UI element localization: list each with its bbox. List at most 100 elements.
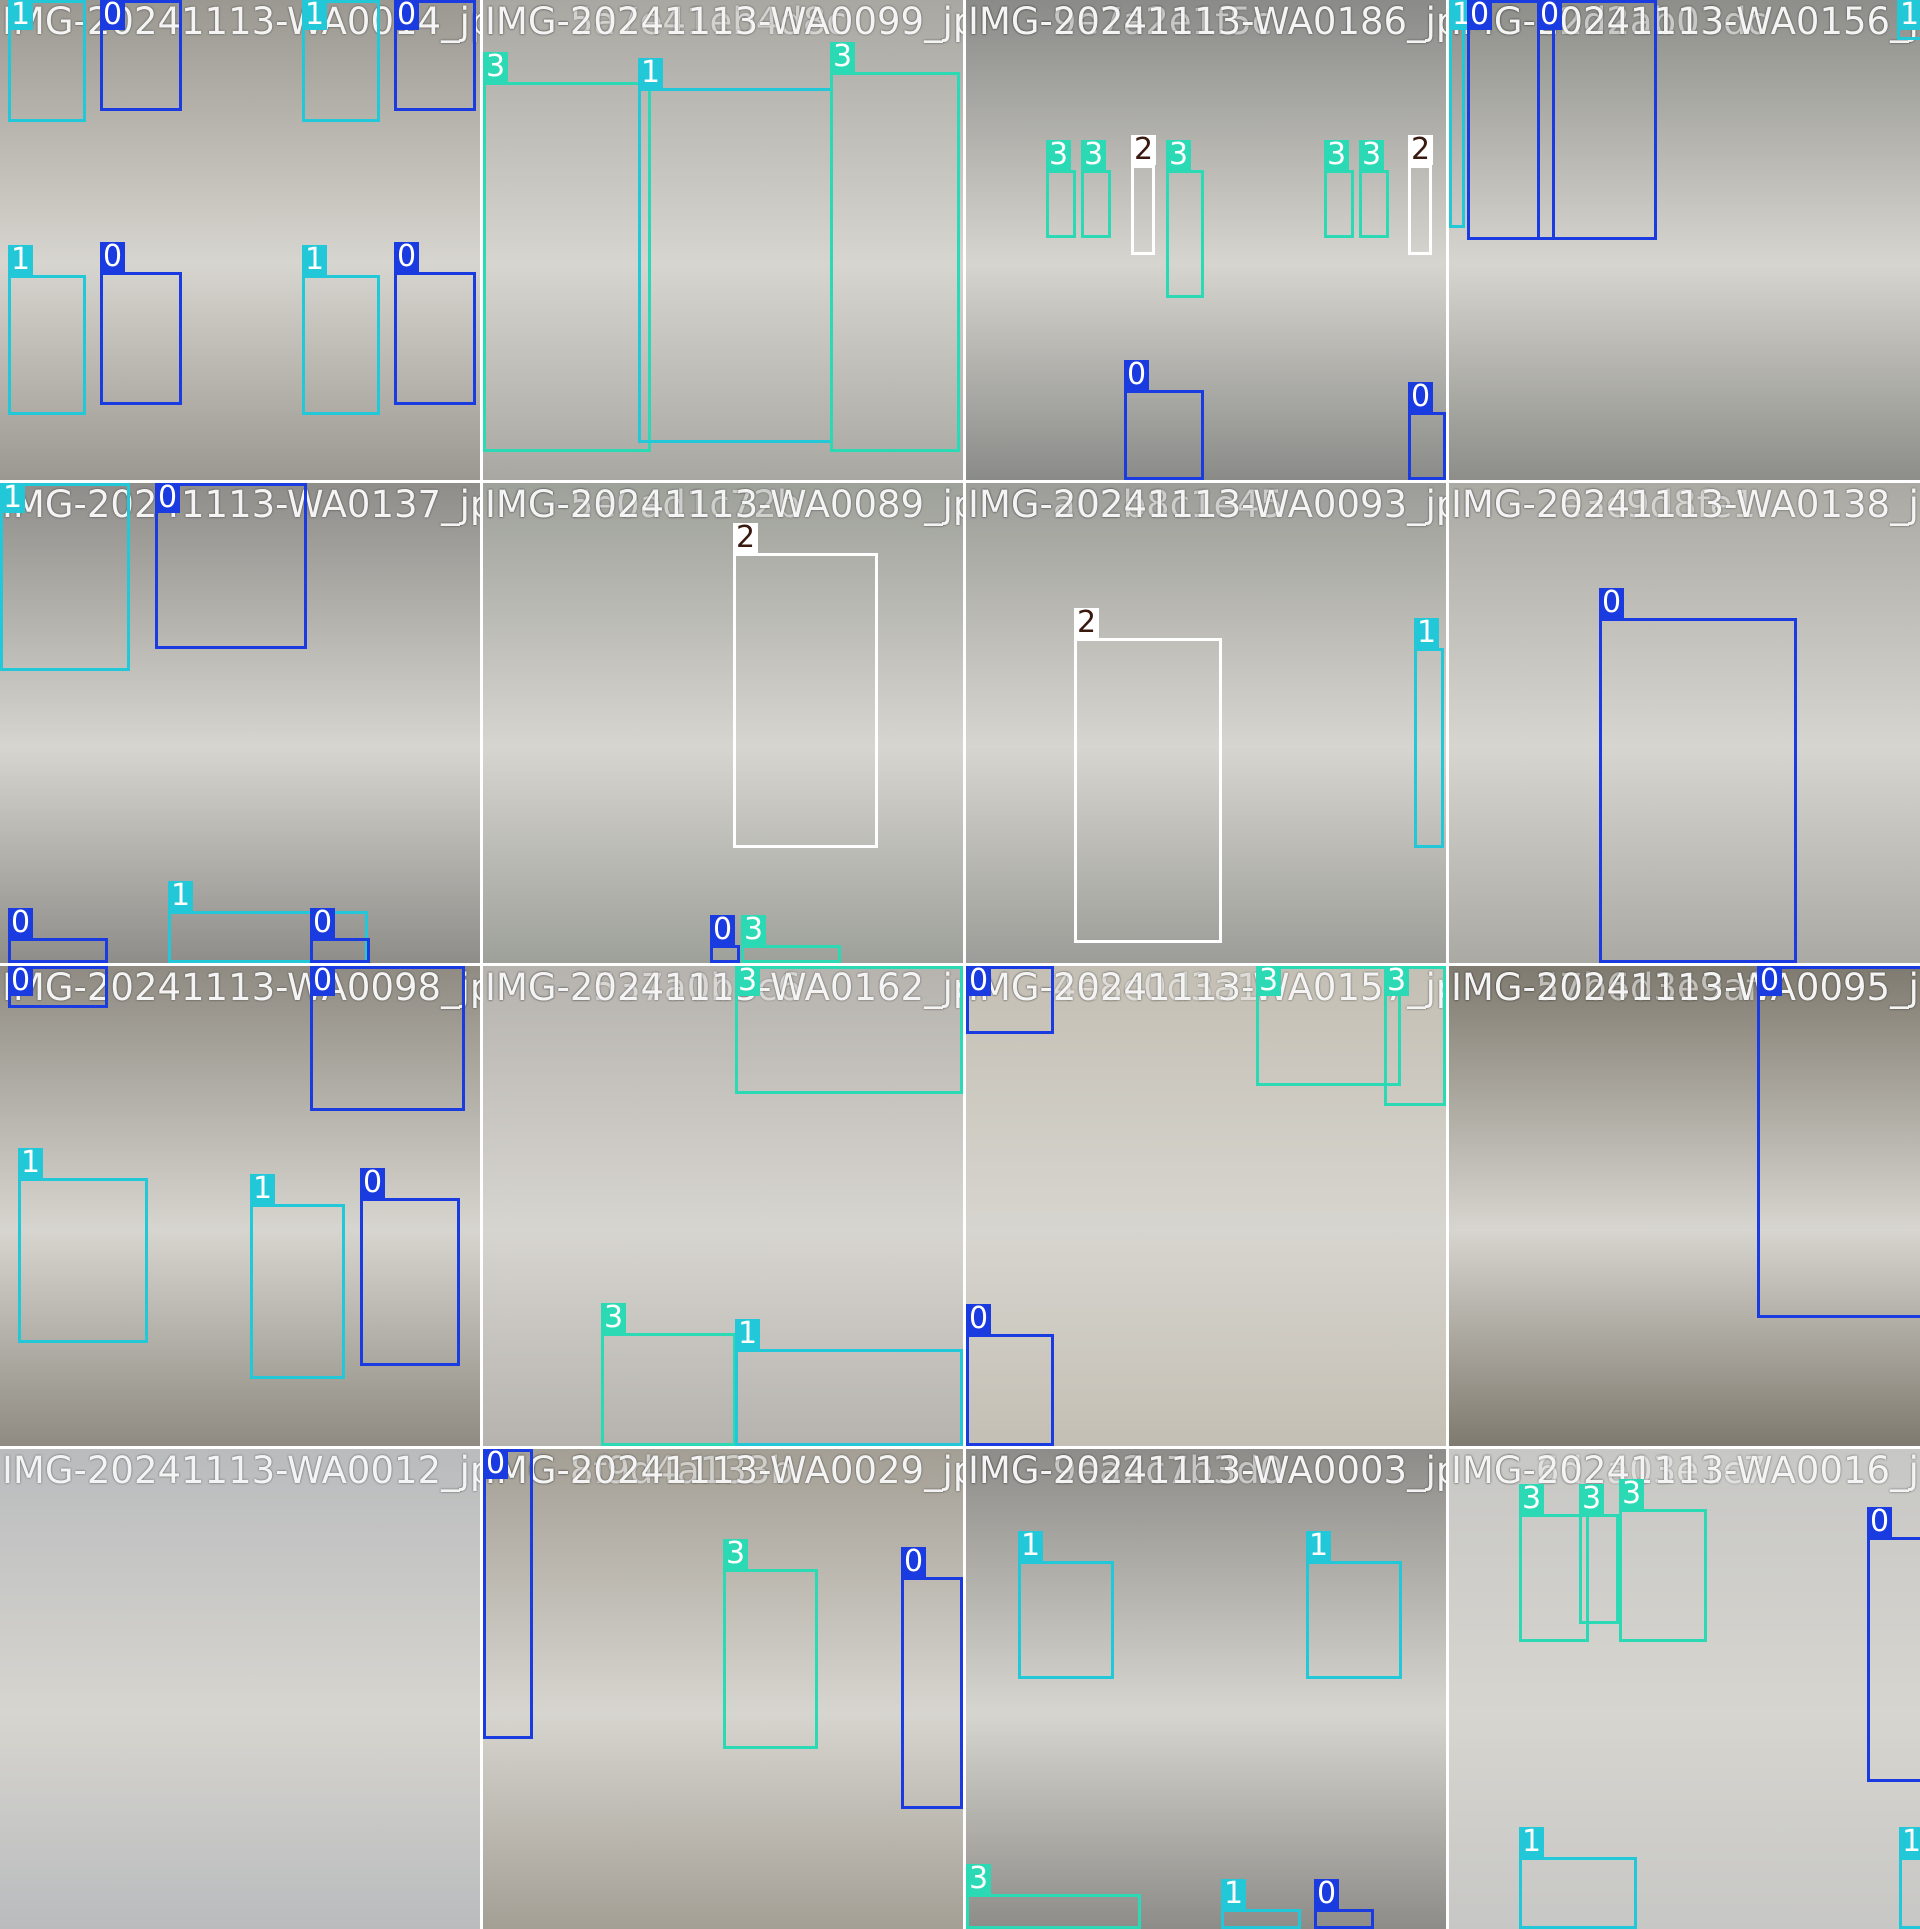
class-label: 2 — [1131, 135, 1157, 165]
class-label: 0 — [8, 966, 34, 996]
class-label: 3 — [1619, 1479, 1645, 1509]
class-label: 1 — [1414, 618, 1440, 648]
class-label: 2 — [1074, 608, 1100, 638]
bounding-box-class-1 — [1449, 0, 1465, 228]
bounding-box-class-1 — [1519, 1857, 1637, 1929]
tile-title: IMG-20241113-WA0089_jpg — [485, 483, 963, 526]
tile-title: IMG-20241113-WA0003_jpg — [968, 1449, 1446, 1492]
mosaic-tile: IMG-a02b8c1e45 IMG-20241113-WA0093_jpg 2 1 — [966, 483, 1446, 963]
class-label: 0 — [394, 242, 420, 272]
tile-image — [966, 1449, 1446, 1929]
bounding-box-class-3 — [1359, 170, 1389, 238]
class-label: 3 — [1579, 1484, 1605, 1514]
mosaic-tile: IMG-2537a0b5c6 IMG-20241113-WA0162_jpg 3 3 1 — [483, 966, 963, 1446]
class-label: 3 — [966, 1864, 992, 1894]
bounding-box-class-1 — [1018, 1561, 1114, 1679]
class-label: 1 — [302, 245, 328, 275]
class-label: 1 — [8, 245, 34, 275]
bounding-box-class-0 — [100, 272, 182, 405]
class-label: 0 — [8, 908, 34, 938]
bounding-box-class-2 — [1408, 165, 1432, 255]
class-label: 0 — [1124, 360, 1150, 390]
class-label: 3 — [483, 52, 509, 82]
bounding-box-class-1 — [1414, 648, 1444, 848]
tile-image — [0, 483, 480, 963]
class-label: 1 — [735, 1319, 761, 1349]
class-label: 1 — [1897, 0, 1920, 30]
class-label: 0 — [483, 1449, 509, 1479]
bounding-box-class-1 — [638, 88, 833, 443]
bounding-box-class-0 — [1314, 1909, 1374, 1929]
bounding-box-class-3 — [1324, 170, 1354, 238]
class-label: 3 — [1081, 140, 1107, 170]
bounding-box-class-3 — [1081, 170, 1111, 238]
tile-title: IMG-20241113-WA0162_jpg — [485, 966, 963, 1009]
bounding-box-class-1 — [735, 1349, 963, 1446]
bounding-box-class-0 — [360, 1198, 460, 1366]
bounding-box-class-0 — [710, 945, 740, 963]
tile-image — [1449, 0, 1920, 480]
mosaic-tile: IMG-57b6d3e9af IMG-20241113-WA0095_jpg 0 — [1449, 966, 1920, 1446]
bounding-box-class-3 — [1619, 1509, 1707, 1642]
tile-title-ghost: IMG-a02b8c1e45 — [968, 483, 1284, 526]
class-label: 1 — [1519, 1827, 1545, 1857]
class-label: 1 — [18, 1148, 44, 1178]
class-label: 3 — [830, 42, 856, 72]
bounding-box-class-0 — [310, 966, 465, 1111]
class-label: 1 — [8, 0, 34, 30]
tile-image — [483, 0, 963, 480]
tile-title: IMG-20241113-WA0099_jpg — [485, 0, 963, 43]
tile-image — [0, 966, 480, 1446]
bounding-box-class-3 — [1579, 1514, 1619, 1624]
bounding-box-class-3 — [1046, 170, 1076, 238]
bounding-box-class-0 — [8, 938, 108, 963]
tile-image — [483, 483, 963, 963]
class-label: 0 — [310, 966, 336, 996]
bounding-box-class-0 — [1408, 412, 1446, 480]
bounding-box-class-1 — [0, 483, 130, 671]
tile-title: IMG-20241113-WA0098_jpg — [2, 966, 480, 1009]
bounding-box-class-0 — [155, 483, 307, 649]
bounding-box-class-3 — [483, 82, 651, 452]
class-label: 0 — [966, 1304, 992, 1334]
bounding-box-class-3 — [966, 1894, 1141, 1929]
class-label: 0 — [360, 1168, 386, 1198]
class-label: 0 — [901, 1547, 927, 1577]
bounding-box-class-1 — [8, 275, 86, 415]
bounding-box-class-0 — [966, 966, 1054, 1034]
mosaic-tile: IMG-20241113-WA0098_jpg 0 0 1 1 0 — [0, 966, 480, 1446]
bounding-box-class-1 — [1221, 1909, 1301, 1929]
class-label: 0 — [1314, 1879, 1340, 1909]
bounding-box-class-3 — [1384, 966, 1446, 1106]
bounding-box-class-0 — [1537, 0, 1657, 240]
mosaic-tile: IMG-8f9d4a133b IMG-20241113-WA0029_jpg 0 3 0 — [483, 1449, 963, 1929]
class-label: 0 — [100, 0, 126, 30]
class-label: 1 — [0, 483, 26, 513]
tile-title: IMG-20241113-WA0157_jpg — [968, 966, 1446, 1009]
class-label: 0 — [1757, 966, 1783, 996]
tile-title-ghost: IMG-8f9d4a133b — [485, 1449, 794, 1492]
bounding-box-class-0 — [1467, 0, 1555, 240]
class-label: 3 — [1384, 966, 1410, 996]
bounding-box-class-1 — [1306, 1561, 1402, 1679]
tile-title-ghost: IMG-4e8c0d3a1f — [968, 966, 1273, 1009]
bounding-box-class-3 — [601, 1333, 736, 1446]
bounding-box-class-0 — [100, 0, 182, 111]
bounding-box-class-1 — [302, 0, 380, 122]
class-label: 3 — [1166, 140, 1192, 170]
bounding-box-class-1 — [168, 911, 368, 963]
class-label: 0 — [1408, 382, 1434, 412]
bounding-box-class-1 — [250, 1204, 345, 1379]
mosaic-tile: IMG-20241113-WA0137_jpg 1 0 1 0 0 — [0, 483, 480, 963]
class-label: 1 — [250, 1174, 276, 1204]
tile-title: IMG-20241113-WA0095_jpg — [1451, 966, 1920, 1009]
class-label: 0 — [155, 483, 181, 513]
class-label: 3 — [735, 966, 761, 996]
tile-title-ghost: IMG-2e3c9d8fe1 — [1451, 483, 1756, 526]
tile-image — [966, 483, 1446, 963]
bounding-box-class-2 — [1131, 165, 1155, 255]
tile-title: IMG-20241113-WA0138_jpg — [1451, 483, 1920, 526]
bounding-box-class-0 — [310, 938, 370, 963]
tile-title: IMG-20241113-WA0137_jpg — [2, 483, 480, 526]
